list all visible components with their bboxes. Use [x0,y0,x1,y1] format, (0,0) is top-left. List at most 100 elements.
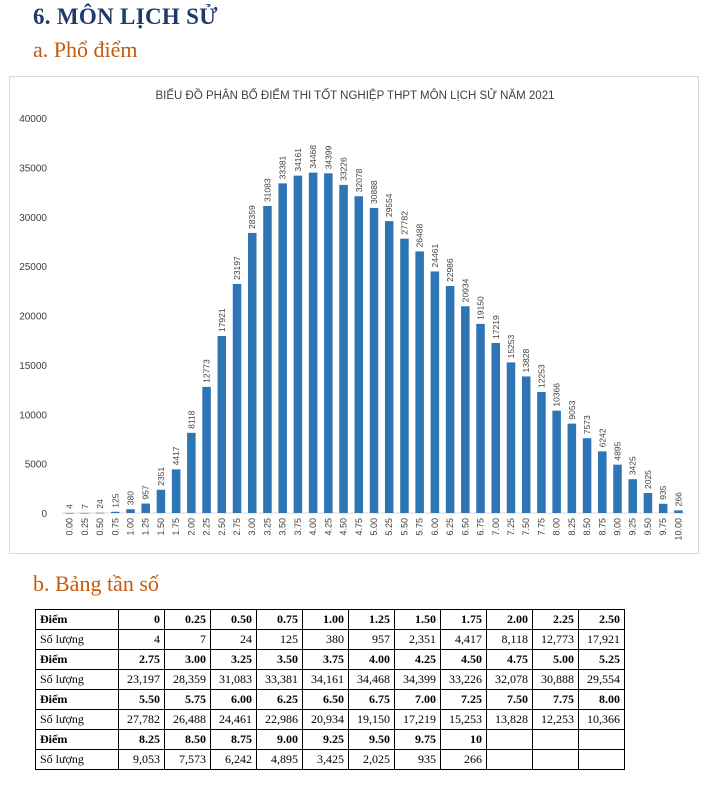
bar-data-label: 27782 [399,211,409,235]
table-count-cell [578,749,625,770]
x-tick-label: 0.50 [95,518,105,536]
bar-data-label: 34399 [323,145,333,169]
bar [658,503,668,513]
table-count-cell: 23,197 [118,669,165,690]
bar [293,175,303,513]
bar-data-label: 8118 [186,410,196,429]
table-score-cell: 1.25 [348,609,395,630]
page-heading: 6. MÔN LỊCH SỬ [33,4,218,29]
table-score-cell: 6.00 [210,689,257,710]
x-tick-label: 4.25 [323,518,333,536]
table-count-cell: 33,381 [256,669,303,690]
x-tick-label: 4.50 [339,518,349,536]
bar-data-label: 34468 [308,145,318,169]
y-tick-label: 10000 [19,410,47,421]
section-a-heading: a. Phổ điểm [33,37,138,62]
table-score-cell: 3.50 [256,649,303,670]
bar-data-label: 17921 [217,308,227,332]
bar-data-label: 125 [110,493,120,507]
bar [141,503,150,513]
table-count-cell: 30,888 [532,669,579,690]
bar [552,410,561,513]
x-tick-label: 9.00 [613,518,623,536]
x-tick-label: 6.00 [430,518,440,536]
table-count-cell: 4 [118,629,165,650]
table-score-cell: 9.25 [302,729,349,750]
bar [674,510,683,513]
bar [537,392,546,513]
table-count-cell: 34,399 [394,669,441,690]
table-score-cell: 7.50 [486,689,533,710]
x-tick-label: 8.00 [552,518,562,536]
table-score-cell: 2.50 [578,609,625,630]
table-score-row: Điểm 0 0.25 0.50 0.75 1.00 1.25 1.50 1.75 2.00 2.2… [35,609,625,630]
table-count-cell: 3,425 [302,749,349,770]
bars-group: 4 7 24 125 380 957 2351 4417 8118 12773 17921 23197… [65,145,683,514]
bar [202,386,211,513]
bar-data-label: 935 [658,485,668,499]
row-label-score: Điểm [35,649,119,670]
table-count-cell: 31,083 [210,669,257,690]
score-distribution-chart: BIỂU ĐỒ PHÂN BỐ ĐIỂM THI TỐT NGHIỆP THPT… [19,88,686,541]
x-tick-label: 8.25 [567,518,577,536]
bar-data-label: 22986 [445,258,455,282]
table-count-cell: 125 [256,629,303,650]
table-count-row: Số lượng 27,782 26,488 24,461 22,986 20,934 19… [35,709,625,730]
bar-data-label: 380 [125,491,135,505]
y-tick-label: 35000 [19,163,47,174]
table-count-row: Số lượng 9,053 7,573 6,242 4,895 3,425 2,025 93… [35,749,625,770]
table-score-cell: 1.00 [302,609,349,630]
x-tick-label: 4.75 [354,518,364,536]
x-tick-label: 3.00 [247,518,257,536]
y-tick-label: 5000 [25,460,48,471]
table-count-cell: 34,468 [348,669,395,690]
x-tick-label: 1.75 [171,518,181,536]
table-count-cell: 17,921 [578,629,625,650]
bar-data-label: 33381 [278,155,288,179]
bar [80,512,90,514]
table-score-cell: 4.75 [486,649,533,670]
x-tick-label: 1.25 [141,518,151,536]
table-count-cell: 4,895 [256,749,303,770]
x-tick-label: 7.75 [536,518,546,536]
bar [643,493,653,513]
table-score-cell: 8.50 [164,729,211,750]
bar-data-label: 4417 [171,446,181,465]
bar-data-label: 19150 [476,296,486,320]
x-tick-label: 0.00 [65,518,75,536]
x-tick-label: 9.50 [643,518,653,536]
chart-title: BIỂU ĐỒ PHÂN BỐ ĐIỂM THI TỐT NGHIỆP THPT… [156,88,555,102]
x-tick-label: 8.50 [582,518,592,536]
table-score-cell: 4.50 [440,649,487,670]
bar [171,469,181,513]
table-count-cell: 9,053 [118,749,165,770]
row-label-count: Số lượng [35,629,119,650]
table-score-cell: 0.75 [256,609,303,630]
table-score-cell: 6.50 [302,689,349,710]
table-count-cell: 957 [348,629,395,650]
table-count-cell: 29,554 [578,669,625,690]
table-count-row: Số lượng 4 7 24 125 380 957 2,351 4,417 8,118 12,7… [35,629,625,650]
bar-data-label: 266 [673,492,683,506]
section-b-heading: b. Bảng tần số [33,571,159,596]
bar [582,438,592,513]
table-count-cell: 6,242 [210,749,257,770]
bar-data-label: 34161 [293,148,303,172]
bar [567,423,577,513]
bar [369,207,379,514]
bar-data-label: 15253 [506,334,516,358]
table-score-cell: 5.25 [578,649,625,670]
table-count-cell: 266 [440,749,487,770]
table-count-cell: 20,934 [302,709,349,730]
table-count-cell: 28,359 [164,669,211,690]
bar [415,251,424,513]
table-count-cell: 24 [210,629,257,650]
bar-data-label: 32078 [354,168,364,192]
table-count-cell: 15,253 [440,709,487,730]
bar-data-label: 957 [141,485,151,499]
bar [476,323,485,513]
bar [247,232,257,513]
table-count-cell: 7 [164,629,211,650]
x-tick-label: 0.25 [80,518,90,536]
bar [217,336,227,513]
